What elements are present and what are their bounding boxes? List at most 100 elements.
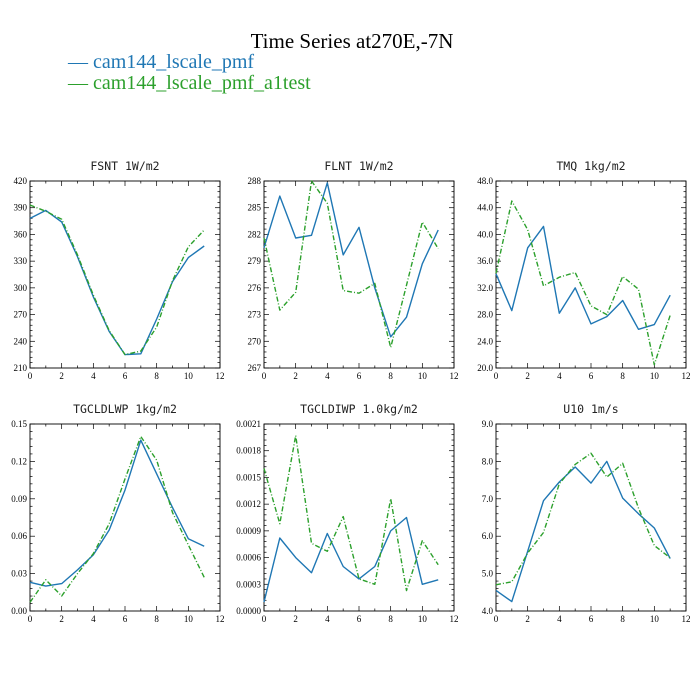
y-tick-label: 44.0 — [477, 203, 493, 213]
x-tick-label: 2 — [525, 614, 530, 624]
chart-panel-5: TGCLDIWP 1.0kg/m2 0 2 4 6 8 10 12 0.0000 0.0003 0.… — [236, 402, 458, 624]
y-tick-label: 0.12 — [11, 456, 27, 466]
x-tick-label: 6 — [123, 371, 128, 381]
legend-entry-2: — cam144_lscale_pmf_a1test — [67, 72, 311, 94]
y-tick-label: 20.0 — [477, 363, 493, 373]
series-line-pmf — [263, 516, 439, 603]
chart-panel-1: FSNT 1W/m2 0 2 4 6 8 10 12 210 240 270 300 330 360 390… — [14, 159, 225, 381]
x-tick-label: 0 — [494, 371, 499, 381]
y-tick-label: 282 — [248, 229, 262, 239]
x-tick-label: 10 — [184, 371, 194, 381]
legend-entry-1: — cam144_lscale_pmf — [67, 51, 254, 73]
series-line-pmf-a1test — [263, 434, 439, 592]
y-tick-label: 273 — [248, 310, 262, 320]
series-line-pmf-a1test — [263, 180, 439, 349]
series-line-pmf — [495, 460, 671, 603]
y-tick-label: 210 — [14, 363, 28, 373]
y-tick-label: 40.0 — [477, 229, 493, 239]
x-tick-label: 0 — [494, 614, 499, 624]
plot-frame — [495, 180, 687, 369]
y-tick-label: 9.0 — [482, 419, 494, 429]
y-tick-label: 0.15 — [11, 419, 27, 429]
x-tick-label: 2 — [525, 371, 530, 381]
x-tick-label: 0 — [262, 371, 267, 381]
x-tick-label: 10 — [418, 371, 428, 381]
y-tick-label: 7.0 — [482, 494, 494, 504]
y-tick-label: 32.0 — [477, 283, 493, 293]
x-tick-label: 12 — [216, 371, 225, 381]
panel-title: TGCLDIWP 1.0kg/m2 — [300, 402, 418, 416]
y-tick-label: 0.0012 — [236, 499, 261, 509]
y-tick-label: 270 — [14, 310, 28, 320]
x-tick-label: 2 — [59, 614, 64, 624]
y-tick-label: 28.0 — [477, 310, 493, 320]
y-tick-label: 48.0 — [477, 176, 493, 186]
y-tick-label: 36.0 — [477, 256, 493, 266]
y-tick-label: 0.06 — [11, 531, 27, 541]
x-tick-label: 6 — [589, 614, 594, 624]
y-tick-label: 285 — [248, 203, 262, 213]
series-line-pmf-a1test — [495, 452, 671, 586]
y-tick-label: 0.09 — [11, 494, 27, 504]
y-tick-label: 6.0 — [482, 531, 494, 541]
x-tick-label: 6 — [589, 371, 594, 381]
x-tick-label: 12 — [682, 614, 691, 624]
y-tick-label: 288 — [248, 176, 262, 186]
chart-panel-4: TGCLDLWP 1kg/m2 0 2 4 6 8 10 12 0.00 0.03 0.06 0.09… — [11, 402, 224, 624]
x-tick-label: 12 — [450, 614, 459, 624]
y-tick-label: 0.0021 — [236, 419, 261, 429]
y-tick-label: 0.0015 — [236, 472, 261, 482]
series-line-pmf-a1test — [495, 200, 671, 366]
x-tick-label: 8 — [620, 371, 625, 381]
y-tick-label: 5.0 — [482, 569, 494, 579]
plot-frame — [263, 180, 455, 369]
y-tick-label: 276 — [248, 283, 262, 293]
x-tick-label: 10 — [184, 614, 194, 624]
x-tick-label: 12 — [450, 371, 459, 381]
y-tick-label: 4.0 — [482, 606, 494, 616]
chart-panel-6: U10 1m/s 0 2 4 6 8 10 12 4.0 5.0 6.0 7.0 8.0 9.0 — [482, 402, 691, 624]
y-tick-label: 330 — [14, 256, 28, 266]
x-tick-label: 8 — [154, 614, 159, 624]
x-tick-label: 8 — [620, 614, 625, 624]
x-tick-label: 6 — [357, 614, 362, 624]
y-tick-label: 390 — [14, 203, 28, 213]
series-line-pmf-a1test — [29, 435, 205, 603]
x-tick-label: 4 — [325, 371, 330, 381]
panels-group: FSNT 1W/m20 2 4 6 8 10 12210240270300330360390… — [11, 159, 690, 624]
x-tick-label: 4 — [557, 614, 562, 624]
x-tick-label: 6 — [123, 614, 128, 624]
x-tick-label: 8 — [154, 371, 159, 381]
y-tick-label: 420 — [14, 176, 28, 186]
x-tick-label: 12 — [682, 371, 691, 381]
panel-title: FSNT 1W/m2 — [90, 159, 159, 173]
x-tick-label: 10 — [650, 614, 660, 624]
x-tick-label: 2 — [59, 371, 64, 381]
plot-frame — [29, 180, 221, 369]
x-tick-label: 0 — [28, 371, 33, 381]
y-tick-label: 0.0009 — [236, 526, 261, 536]
series-line-pmf — [495, 225, 671, 330]
series-line-pmf — [29, 209, 205, 356]
series-line-pmf — [263, 182, 439, 338]
panel-title: TMQ 1kg/m2 — [556, 159, 625, 173]
x-tick-label: 0 — [262, 614, 267, 624]
plot-frame — [495, 423, 687, 612]
y-tick-label: 240 — [14, 336, 28, 346]
y-tick-label: 0.00 — [11, 606, 27, 616]
plot-frame — [29, 423, 221, 612]
panel-title: TGCLDLWP 1kg/m2 — [73, 402, 177, 416]
x-tick-label: 4 — [325, 614, 330, 624]
y-tick-label: 267 — [248, 363, 262, 373]
x-tick-label: 12 — [216, 614, 225, 624]
x-tick-label: 8 — [388, 371, 393, 381]
panel-title: U10 1m/s — [563, 402, 618, 416]
chart-panel-2: FLNT 1W/m2 0 2 4 6 8 10 12 267 270 273 276 279 282 285… — [248, 159, 459, 381]
x-tick-label: 0 — [28, 614, 33, 624]
y-tick-label: 0.0000 — [236, 606, 261, 616]
x-tick-label: 10 — [418, 614, 428, 624]
y-tick-label: 8.0 — [482, 456, 494, 466]
y-tick-label: 24.0 — [477, 336, 493, 346]
y-tick-label: 0.03 — [11, 569, 27, 579]
